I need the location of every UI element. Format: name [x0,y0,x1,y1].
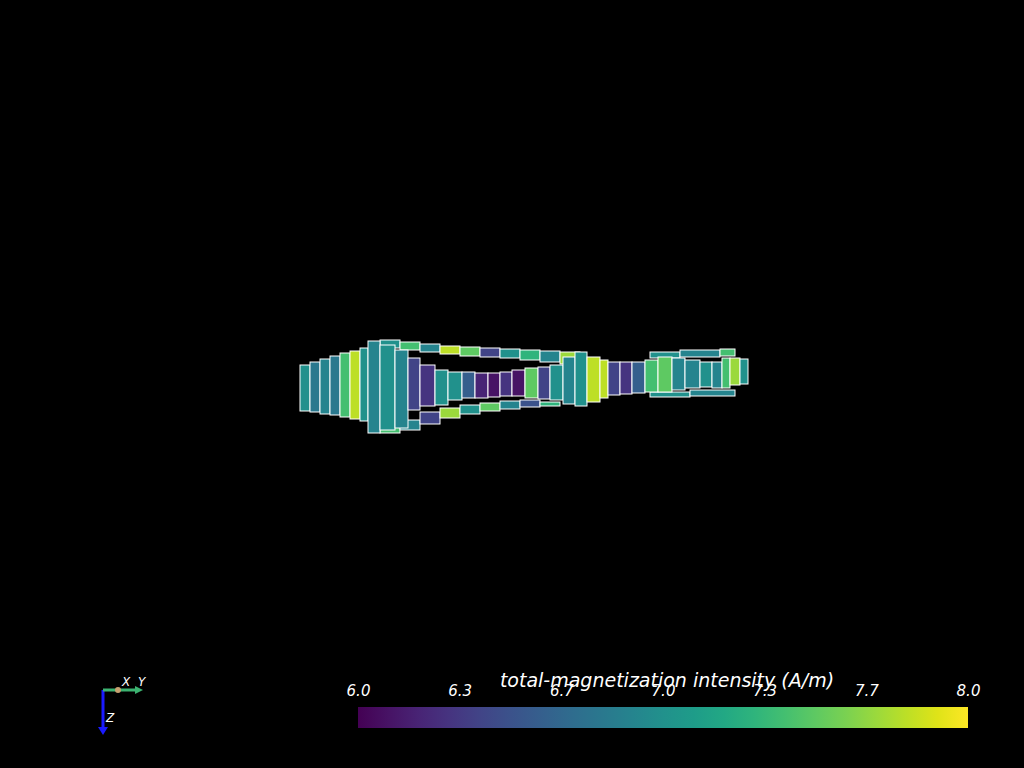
cell [460,405,480,414]
cell [395,350,408,428]
cell [420,412,440,424]
cell [320,359,330,414]
cell [540,351,560,362]
colorbar-tick: 8.0 [957,682,981,700]
cell [488,373,500,397]
cell [368,341,380,433]
colorbar-title: total-magnetization intensity (A/m) [500,669,834,691]
cell [650,392,690,397]
cell [408,358,420,410]
cell [440,408,460,418]
cell [525,368,538,398]
z-axis-head [98,727,108,735]
cell [620,362,632,394]
canvas: 6.06.36.77.07.37.78.0total-magnetization… [0,0,1024,768]
cell [520,350,540,360]
cell [300,365,310,411]
cell [448,372,462,400]
cell [730,358,740,385]
cell [587,357,600,402]
cell [500,349,520,358]
cell [575,352,587,406]
cell [500,401,520,409]
colorbar-tick: 6.3 [448,682,472,700]
colorbar-tick-label: 7.7 [855,682,879,700]
cell [350,351,360,419]
cell [340,353,350,417]
cell [550,365,563,400]
cell [538,367,550,399]
x-axis-label: X [121,675,131,689]
orientation-widget: XY Z [98,675,147,735]
cell [658,357,672,392]
background [0,0,1024,768]
cell [475,373,488,398]
cell [420,365,435,406]
cell [632,362,645,393]
cell [380,345,395,430]
cell [645,360,658,392]
colorbar-tick-label: 8.0 [957,682,981,700]
colorbar-tick-label: 6.3 [448,682,472,700]
colorbar-tick: 6.0 [347,682,371,700]
cell [480,403,500,411]
cell [685,360,700,388]
cell [462,372,475,398]
cell [520,400,540,407]
colorbar-tick-label: 6.0 [347,682,371,700]
cell [435,370,448,405]
x-axis-arrow [115,687,121,693]
colorbar-tick: 7.7 [855,682,879,700]
cell [420,344,440,352]
cell [540,402,560,406]
cell [310,362,320,412]
cell [360,348,368,421]
cell [722,358,730,388]
cell [690,390,735,396]
cell [672,358,685,390]
y-axis-label: Y [138,675,147,689]
cell [680,350,720,357]
cell [500,372,512,396]
cell [400,342,420,350]
cell [330,356,340,415]
colorbar [358,707,968,728]
cell [440,346,460,354]
cell [740,359,748,384]
cell [480,348,500,357]
cell [460,347,480,356]
cell [720,349,735,356]
z-axis-label: Z [105,711,115,725]
cell [712,362,722,388]
cell [512,370,525,396]
cell [600,360,608,398]
z-axis-arrow [102,690,105,730]
cell [563,357,575,404]
cell [700,362,712,387]
mesh [300,340,748,433]
cell [608,362,620,395]
